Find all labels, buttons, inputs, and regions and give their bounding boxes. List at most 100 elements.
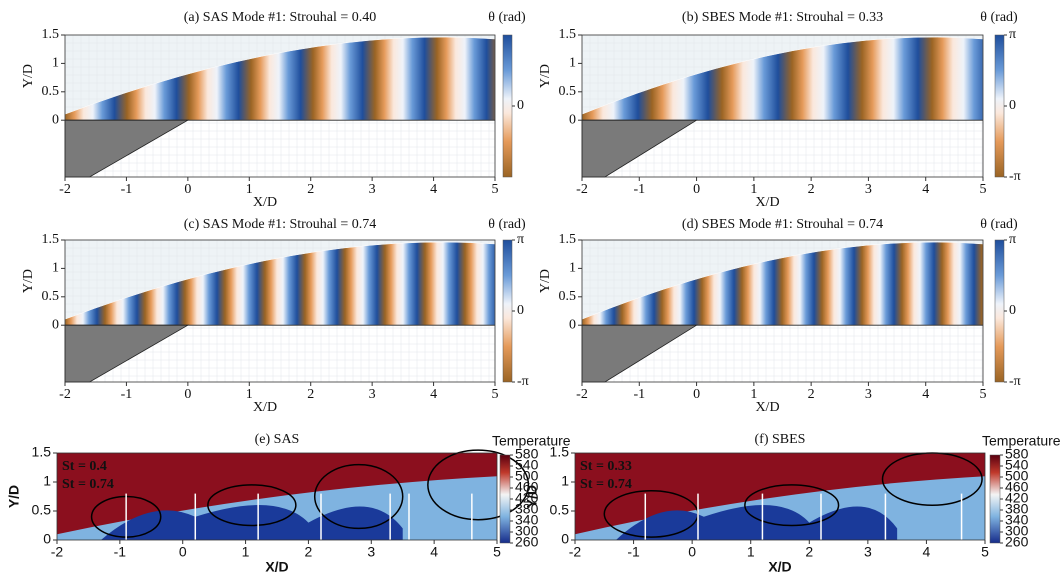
y-tick-label: 1.5: [559, 232, 577, 247]
colorbar-tick-label: 500: [515, 468, 539, 484]
jet-cold: [101, 505, 403, 540]
x-tick-label: 4: [923, 544, 931, 560]
x-tick-label: 0: [688, 544, 696, 560]
highlight-ellipse: [207, 484, 297, 527]
colorbar-tick-label: 460: [1005, 479, 1029, 495]
x-tick-label: 2: [307, 182, 314, 197]
panel: St = 0.33 St = 0.74 -2 -1 0 1 2 3 4 5 0 0.5 1 1.5 (f) …: [524, 432, 1061, 574]
colorbar-tick-label: 0: [1009, 98, 1016, 113]
colorbar-label: θ (rad): [488, 217, 526, 232]
x-tick-label: 4: [430, 544, 438, 560]
x-tick-label: -1: [633, 182, 645, 197]
x-axis-label: X/D: [755, 400, 779, 415]
x-tick-label: 0: [184, 387, 191, 402]
x-tick-label: -1: [121, 182, 133, 197]
y-tick-label: 0: [569, 317, 576, 332]
plot-frame: [581, 34, 984, 178]
chart-title: (a) SAS Mode #1: Strouhal = 0.40: [184, 10, 377, 25]
x-tick-label: 1: [750, 387, 757, 402]
colorbar-tick-label: π: [517, 232, 524, 247]
x-tick-label: 2: [307, 387, 314, 402]
colorbar: [499, 454, 511, 544]
x-tick-label: 1: [747, 544, 755, 560]
x-tick-label: -2: [51, 544, 64, 560]
plot-frame: [574, 452, 986, 541]
x-tick-label: 5: [980, 182, 987, 197]
panel: -2 -1 0 1 2 3 4 5 0 0.5 1 1.5 (c) SAS Mode #1: Strou…: [21, 217, 529, 415]
x-axis-label: X/D: [253, 195, 277, 210]
x-tick-label: 3: [369, 387, 376, 402]
colorbar-tick-label: -π: [1009, 374, 1021, 389]
plot-frame: [64, 34, 496, 178]
colorbar-tick-label: -π: [1009, 169, 1021, 184]
x-tick-label: 3: [864, 544, 872, 560]
x-tick-label: 0: [184, 182, 191, 197]
x-tick-label: 5: [492, 182, 499, 197]
colorbar-tick-label: 540: [1005, 457, 1029, 473]
y-tick-label: 0.5: [42, 289, 60, 304]
y-tick-label: 0.5: [32, 502, 52, 518]
chart-title: (e) SAS: [255, 432, 300, 447]
x-tick-label: 0: [179, 544, 187, 560]
x-tick-label: 5: [493, 544, 501, 560]
plot-frame: [56, 452, 498, 541]
colorbar: [502, 239, 513, 383]
highlight-ellipse: [313, 463, 404, 530]
y-tick-label: 0: [52, 317, 59, 332]
x-tick-label: 3: [369, 182, 376, 197]
colorbar-tick-label: 0: [1009, 303, 1016, 318]
colorbar: [994, 34, 1005, 178]
x-tick-label: 1: [246, 182, 253, 197]
annotation: St = 0.74: [580, 477, 632, 492]
colorbar: [989, 454, 1001, 544]
y-tick-label: 1.5: [42, 27, 60, 42]
y-axis-label: Y/D: [21, 269, 36, 293]
x-axis-label: X/D: [755, 195, 779, 210]
colorbar-tick-label: -π: [517, 374, 529, 389]
colorbar-tick-label: 380: [1005, 501, 1029, 517]
colorbar-tick-label: 0: [517, 98, 524, 113]
y-axis-label: Y/D: [21, 64, 36, 88]
x-axis-label: X/D: [253, 400, 277, 415]
colorbar-tick-label: 340: [515, 512, 539, 528]
colorbar: [502, 34, 513, 178]
jet-field: [64, 241, 496, 326]
colorbar-tick-label: 420: [1005, 490, 1029, 506]
x-tick-label: 2: [805, 544, 813, 560]
x-tick-label: 4: [922, 387, 929, 402]
chart-title: (b) SBES Mode #1: Strouhal = 0.33: [682, 10, 883, 25]
x-axis-label: X/D: [265, 559, 288, 575]
y-axis-label: Y/D: [524, 485, 540, 508]
y-axis-label: Y/D: [538, 269, 553, 293]
colorbar-tick-label: 380: [515, 501, 539, 517]
y-tick-label: 0.5: [559, 289, 577, 304]
x-tick-label: -2: [569, 544, 582, 560]
panel: -2 -1 0 1 2 3 4 5 0 0.5 1 1.5 (d) SBES Mode #1: Stro…: [538, 217, 1021, 415]
x-tick-label: 3: [865, 387, 872, 402]
x-tick-label: -1: [633, 387, 645, 402]
annotation: St = 0.4: [62, 459, 107, 474]
y-tick-label: 1: [52, 261, 59, 276]
highlight-ellipse: [744, 484, 840, 527]
colorbar-tick-label: 0: [517, 303, 524, 318]
annotation: St = 0.74: [62, 477, 114, 492]
colorbar-tick-label: 260: [515, 534, 539, 550]
x-tick-label: 2: [808, 387, 815, 402]
x-tick-label: 4: [922, 182, 929, 197]
y-tick-label: 0.5: [559, 84, 577, 99]
y-tick-label: 1: [561, 473, 569, 489]
highlight-ellipse: [427, 449, 530, 521]
chart-title: (c) SAS Mode #1: Strouhal = 0.74: [184, 217, 377, 232]
x-tick-label: 4: [430, 387, 437, 402]
annotation: St = 0.33: [580, 459, 632, 474]
colorbar-tick-label: 580: [515, 446, 539, 462]
jet-cold: [616, 505, 898, 540]
x-axis-label: X/D: [768, 559, 791, 575]
colorbar-tick-label: 420: [515, 490, 539, 506]
colorbar-label: Temperature: [982, 433, 1061, 449]
colorbar-tick-label: 460: [515, 479, 539, 495]
y-tick-label: 0: [52, 112, 59, 127]
colorbar-tick-label: π: [1009, 27, 1016, 42]
jet-field: [581, 241, 984, 326]
